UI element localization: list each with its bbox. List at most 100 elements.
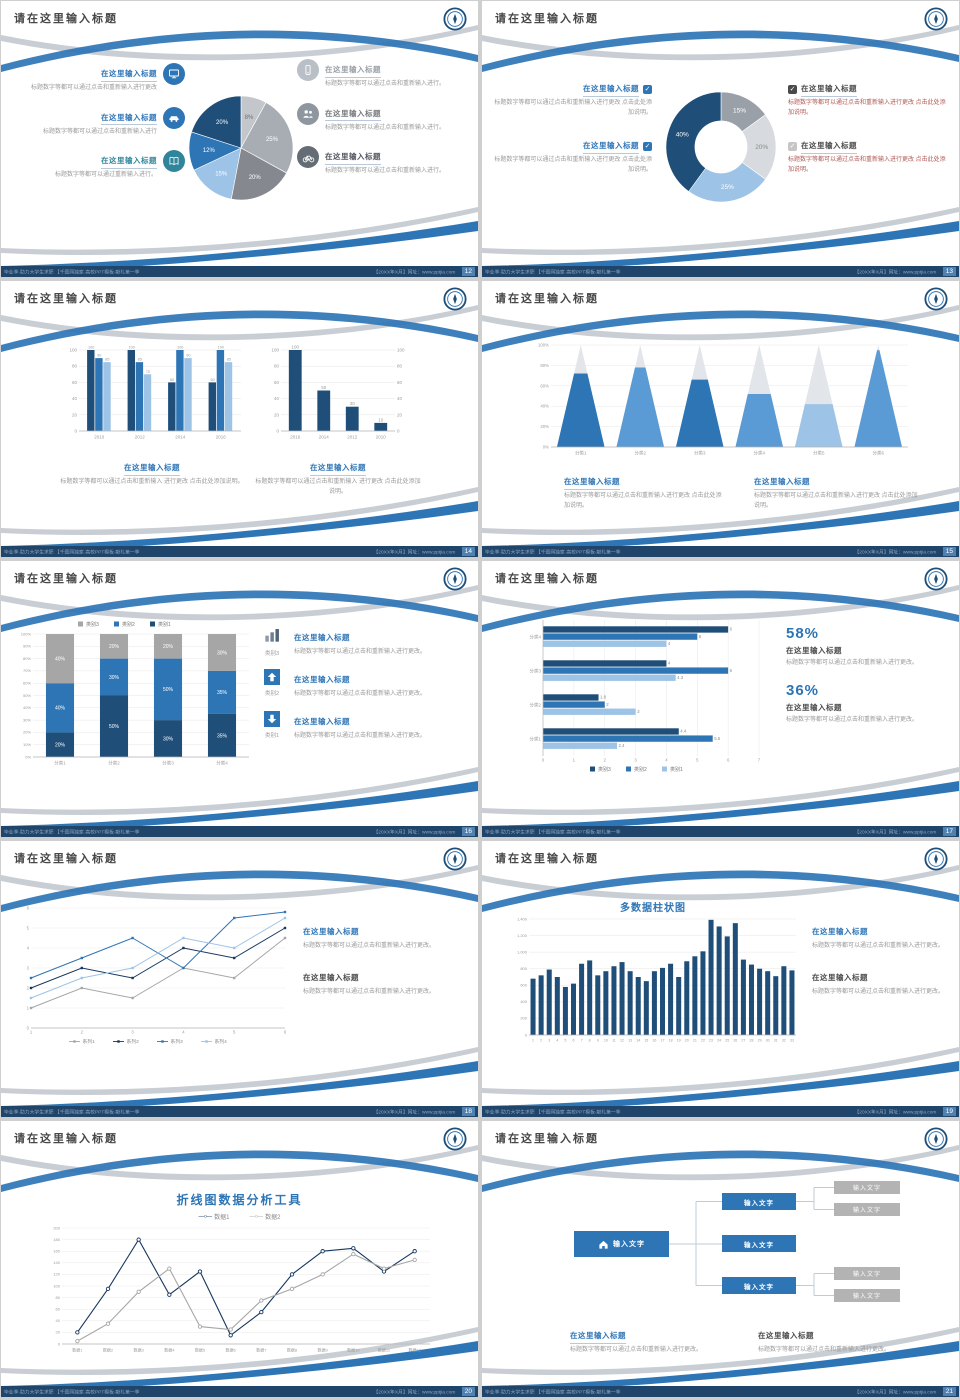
svg-text:200: 200 (520, 1016, 527, 1021)
section-text: 标题数字等都可以通过点击和重新输入进行更改。 (812, 988, 945, 995)
checkbox-icon[interactable] (788, 85, 797, 95)
svg-text:80: 80 (72, 364, 78, 369)
svg-text:6: 6 (727, 758, 730, 763)
svg-text:30: 30 (766, 1039, 770, 1043)
footer-right-text: 【20XX年X月】网址：www.pptjia.com (854, 1110, 937, 1116)
svg-text:80: 80 (56, 1295, 61, 1300)
svg-text:1: 1 (532, 1039, 534, 1043)
org-child-node[interactable]: 输入文字 (722, 1277, 796, 1294)
svg-text:5: 5 (233, 1030, 236, 1035)
slide-title: 请在这里输入标题 (495, 853, 599, 865)
svg-text:40%: 40% (55, 656, 66, 662)
check-item-text: 标题数字等都可以通过点击和重新输入进行更改 点击此处添加说明。 (494, 100, 652, 116)
svg-text:5.5: 5.5 (714, 736, 721, 741)
svg-text:类别2: 类别2 (122, 621, 135, 628)
svg-text:40: 40 (72, 396, 78, 401)
svg-text:2: 2 (604, 758, 607, 763)
slide-page-16[interactable]: 请在这里输入标题 类别3 类别2 类别1 0% 10% 20% 30% 40% 50% 60% 70… (1, 561, 478, 837)
svg-text:24: 24 (717, 1039, 721, 1043)
pyramid-chart: 0% 20% 40% 60% 80% 100% 分类1 分类2 分类3 分类4 分类5 分类6 (530, 339, 914, 457)
svg-text:80%: 80% (540, 363, 549, 368)
org-leaf-node[interactable]: 输入文字 (834, 1289, 900, 1302)
slide-page-21[interactable]: 请在这里输入标题 输入文字 输入文字 输入文字 输入文字 输入文字 输入文字 输… (482, 1121, 959, 1397)
slide-footer: 毕业季·助力大学生求职 【千图网独家·高校PPT模板·献礼第一季 【20XX年X月… (1, 1106, 478, 1117)
svg-text:27: 27 (741, 1039, 745, 1043)
svg-text:数据3: 数据3 (134, 1347, 145, 1353)
svg-text:100: 100 (218, 346, 224, 350)
check-item-text: 标题数字等都可以通过点击和重新输入进行更改 点击此处添加说明。 (788, 100, 946, 116)
svg-text:0: 0 (276, 429, 279, 434)
slide-page-15[interactable]: 请在这里输入标题 0% 20% 40% 60% 80% 100% 分类1 分类2 分类3 分类4 分… (482, 281, 959, 557)
footer-right-text: 【20XX年X月】网址：www.pptjia.com (373, 270, 456, 276)
svg-text:分类4: 分类4 (529, 634, 541, 641)
check-item-title: 在这里输入标题 (583, 140, 639, 154)
svg-text:180: 180 (53, 1237, 60, 1242)
svg-text:40%: 40% (676, 131, 689, 138)
checkbox-icon[interactable] (788, 142, 797, 152)
bar-chart-icon (265, 629, 279, 642)
svg-text:20: 20 (72, 412, 78, 417)
slide-title: 请在这里输入标题 (14, 853, 118, 865)
slide-page-20[interactable]: 请在这里输入标题 折线图数据分析工具 —○— 数据1 —○— 数据2 0 20 40 60… (1, 1121, 478, 1397)
svg-text:分类4: 分类4 (216, 760, 228, 767)
footer-left-text: 毕业季·助力大学生求职 【千图网独家·高校PPT模板·献礼第一季 (485, 550, 621, 556)
svg-text:120: 120 (53, 1272, 60, 1277)
section-text: 标题数字等都可以通过点击和重新输入 进行更改 点击此处添加说明。 (255, 479, 421, 495)
school-logo-icon (924, 7, 948, 36)
svg-text:20%: 20% (540, 424, 549, 429)
svg-text:3: 3 (548, 1039, 550, 1043)
line-chart: 0 1 2 3 4 5 6 1 2 3 4 5 6 系列1 系列2 系列3 系列4 (17, 903, 293, 1045)
slide-page-19[interactable]: 请在这里输入标题 多数据柱状图 0 200 400 600 800 1,000 1,200 1… (482, 841, 959, 1117)
svg-text:4: 4 (665, 758, 668, 763)
svg-text:数据8: 数据8 (287, 1347, 298, 1353)
school-logo-icon (443, 287, 467, 316)
org-root-node[interactable]: 输入文字 (574, 1231, 669, 1257)
svg-text:分类2: 分类2 (108, 760, 120, 767)
slide-page-12[interactable]: 请在这里输入标题 在这里输入标题 标题数字等都可以通过点击和重新输入进行更改 在… (1, 1, 478, 277)
svg-text:6: 6 (27, 905, 30, 910)
section: 在这里输入标题 标题数字等都可以通过点击和重新输入进行更改 点击此处添加说明。 (754, 471, 919, 511)
svg-text:数据11: 数据11 (378, 1347, 391, 1353)
stat-block: 58% 在这里输入标题 标题数字等都可以通过点击和重新输入进行更改。 (786, 625, 940, 668)
slide-page-17[interactable]: 请在这里输入标题 0 1 2 3 4 5 6 7 分类1 4.4 5.5 2.4 分类2 1.8 2 3 分类3… (482, 561, 959, 837)
section-title: 在这里输入标题 (812, 973, 868, 983)
school-logo-icon (443, 567, 467, 596)
svg-text:4.3: 4.3 (677, 675, 684, 680)
callout-title: 在这里输入标题 (325, 151, 381, 165)
svg-text:35%: 35% (217, 733, 228, 739)
svg-text:类别3: 类别3 (86, 621, 99, 628)
svg-text:20%: 20% (163, 644, 174, 650)
callout-title: 在这里输入标题 (101, 112, 157, 126)
slide-footer: 毕业季·助力大学生求职 【千图网独家·高校PPT模板·献礼第一季 【20XX年X月… (482, 1106, 959, 1117)
svg-text:3: 3 (634, 758, 637, 763)
legend-detail-item: 类别1 在这里输入标题 标题数字等都可以通过点击和重新输入进行更改。 (259, 711, 471, 741)
svg-text:60: 60 (56, 1307, 61, 1312)
svg-text:13: 13 (628, 1039, 632, 1043)
svg-text:4: 4 (668, 641, 671, 646)
svg-text:系列4: 系列4 (215, 1038, 228, 1045)
svg-text:2016: 2016 (216, 435, 227, 440)
slide-page-13[interactable]: 请在这里输入标题 在这里输入标题 标题数字等都可以通过点击和重新输入进行更改 点… (482, 1, 959, 277)
slide-title: 请在这里输入标题 (495, 573, 599, 585)
svg-text:2014: 2014 (319, 435, 330, 440)
slide-page-18[interactable]: 请在这里输入标题 0 1 2 3 4 5 6 1 2 3 4 5 6 系列1 系列2 系列3 系列4 在这里输入… (1, 841, 478, 1117)
checkbox-icon[interactable] (643, 85, 652, 95)
svg-text:15: 15 (644, 1039, 648, 1043)
stat-list: 58% 在这里输入标题 标题数字等都可以通过点击和重新输入进行更改。 36% 在… (786, 625, 940, 739)
org-child-node[interactable]: 输入文字 (722, 1193, 796, 1210)
checkbox-icon[interactable] (643, 142, 652, 152)
svg-text:100: 100 (88, 346, 94, 350)
org-leaf-node[interactable]: 输入文字 (834, 1181, 900, 1194)
slide-title: 请在这里输入标题 (14, 13, 118, 25)
org-leaf-node[interactable]: 输入文字 (834, 1203, 900, 1216)
slide-page-14[interactable]: 请在这里输入标题 0 20 40 60 80 100 2010 100 90 85 2012 100 8… (1, 281, 478, 557)
stat-value: 36% (786, 682, 820, 700)
svg-text:31: 31 (774, 1039, 778, 1043)
svg-text:400: 400 (520, 999, 527, 1004)
svg-text:5: 5 (699, 634, 702, 639)
org-leaf-node[interactable]: 输入文字 (834, 1267, 900, 1280)
svg-text:90: 90 (186, 354, 190, 358)
org-child-node[interactable]: 输入文字 (722, 1235, 796, 1252)
school-logo-icon (924, 847, 948, 876)
svg-text:数据2: 数据2 (103, 1347, 114, 1353)
